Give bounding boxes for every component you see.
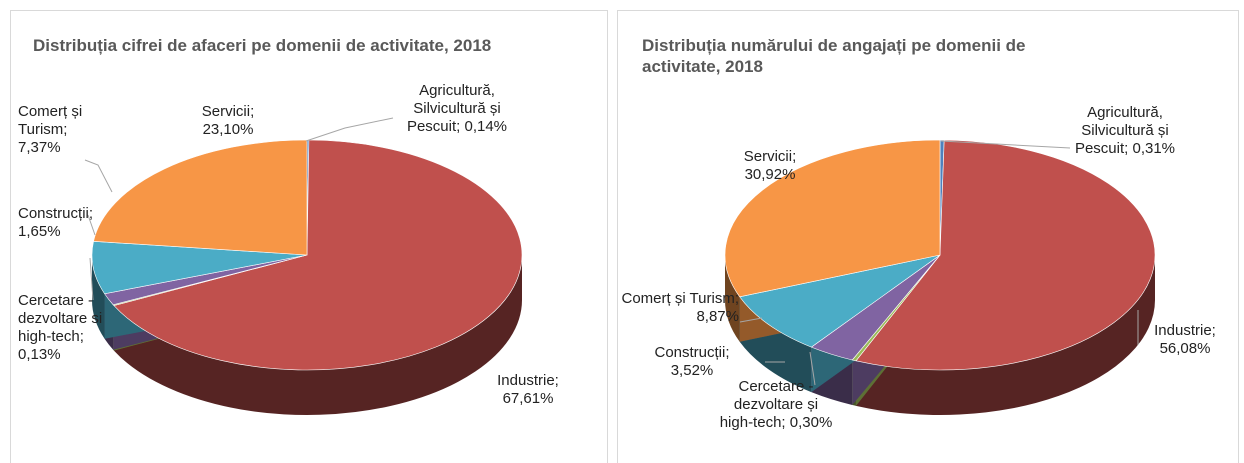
data-label: Construcții; 1,65%	[18, 205, 98, 241]
data-label: Comerț și Turism; 8,87%	[621, 290, 739, 326]
category-label: Comerț și Turism;	[18, 103, 83, 138]
value-label: 0,14%	[464, 118, 508, 135]
pie-slice	[739, 254, 941, 348]
category-label: Agricultură, Silvicultură și Pescuit;	[1074, 104, 1169, 157]
leader-line	[739, 317, 763, 323]
value-label: 8,87%	[696, 308, 739, 325]
leader-line	[940, 140, 1071, 149]
value-label: 3,52%	[670, 362, 714, 379]
leader-lines	[84, 117, 1139, 386]
category-label: Industrie;	[1154, 322, 1216, 339]
pie-slice-side	[855, 255, 1155, 415]
pie-slice-side	[113, 255, 522, 416]
value-label: 30,92%	[744, 166, 796, 183]
leader-line	[305, 117, 394, 142]
value-label: 67,61%	[502, 390, 554, 407]
value-label: 0,13%	[18, 346, 61, 363]
data-label: Industrie; 56,08%	[1140, 322, 1230, 358]
chart-panel	[617, 10, 1239, 463]
category-label: Servicii;	[743, 148, 797, 165]
value-label: 56,08%	[1159, 340, 1211, 357]
value-label: 1,65%	[18, 223, 61, 240]
category-label: Agricultură, Silvicultură și Pescuit;	[406, 82, 501, 135]
data-label: Servicii; 23,10%	[178, 103, 278, 139]
leader-line	[89, 257, 94, 301]
data-label: Agricultură, Silvicultură și Pescuit; 0,…	[1058, 104, 1192, 158]
data-label: Servicii; 30,92%	[722, 148, 818, 184]
chart-panel	[10, 10, 608, 463]
pie-slice	[93, 139, 308, 256]
data-label: Construcții; 3,52%	[648, 344, 736, 380]
data-label: Comerț și Turism; 7,37%	[18, 103, 88, 157]
pie-slice	[855, 139, 1156, 371]
pie-slice	[113, 139, 523, 371]
category-label: Cercetare - dezvoltare și high-tech;	[719, 378, 819, 431]
category-label: Industrie;	[497, 372, 559, 389]
value-label: 0,31%	[1132, 140, 1176, 157]
data-label: Cercetare - dezvoltare și high-tech; 0,3…	[718, 378, 834, 432]
data-label: Agricultură, Silvicultură și Pescuit; 0,…	[398, 82, 516, 136]
chart-title: Distribuția cifrei de afaceri pe domenii…	[33, 36, 492, 55]
category-label: Cercetare - dezvoltare si high-tech;	[18, 292, 103, 345]
data-label: Industrie; 67,61%	[478, 372, 578, 408]
value-label: 0,30%	[789, 414, 833, 431]
data-label: Cercetare - dezvoltare si high-tech; 0,1…	[18, 292, 118, 364]
pie-slice	[724, 139, 941, 298]
pie-slice	[91, 240, 308, 295]
chart-title: Distribuția numărului de angajați pe dom…	[642, 36, 1026, 76]
leader-line	[87, 214, 96, 236]
pie-slice-side	[92, 255, 105, 339]
category-label: Construcții;	[18, 205, 94, 222]
value-label: 23,10%	[202, 121, 254, 138]
category-label: Comerț și Turism;	[621, 290, 739, 307]
leader-line	[84, 159, 113, 193]
category-label: Servicii;	[201, 103, 255, 120]
value-label: 7,37%	[18, 139, 61, 156]
leader-line	[809, 351, 816, 386]
category-label: Construcții;	[654, 344, 730, 361]
